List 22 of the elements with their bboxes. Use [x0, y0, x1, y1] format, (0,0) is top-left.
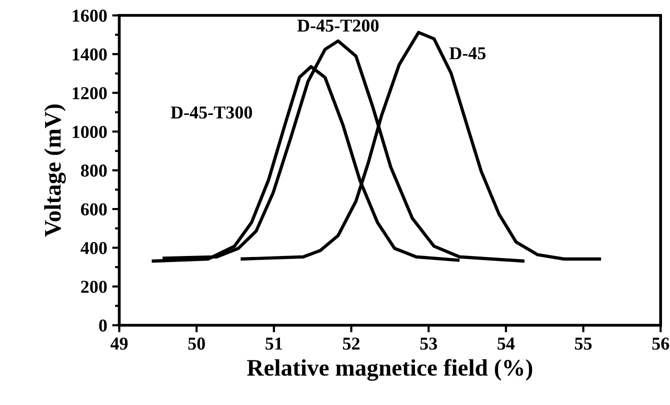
x-tick-label: 50: [188, 338, 205, 350]
x-axis-title: Relative magnetice field (%): [247, 358, 532, 381]
y-tick-label: 1000: [72, 126, 107, 138]
x-tick-label: 53: [420, 338, 438, 350]
y-tick-label: 200: [81, 280, 107, 293]
y-tick-label: 600: [80, 203, 107, 216]
x-tick-label: 55: [574, 338, 592, 350]
x-tick-label: 49: [110, 338, 128, 350]
x-tick-label: 52: [342, 338, 360, 350]
series-label: D-45-T300: [170, 106, 252, 119]
y-tick-label: 1400: [72, 48, 107, 61]
y-tick-label: 800: [80, 164, 107, 177]
y-tick-label: 400: [80, 242, 107, 254]
y-tick-label: 1600: [72, 10, 107, 22]
y-tick-label: 0: [99, 319, 107, 332]
y-tick-label: 1200: [72, 87, 107, 100]
y-axis-title: Voltage (mV): [44, 104, 66, 237]
x-tick-label: 54: [498, 338, 515, 350]
x-tick-label: 56: [652, 338, 670, 350]
series-label: D-45-T200: [297, 20, 379, 32]
series-label: D-45: [449, 47, 486, 60]
x-tick-label: 51: [266, 338, 282, 350]
